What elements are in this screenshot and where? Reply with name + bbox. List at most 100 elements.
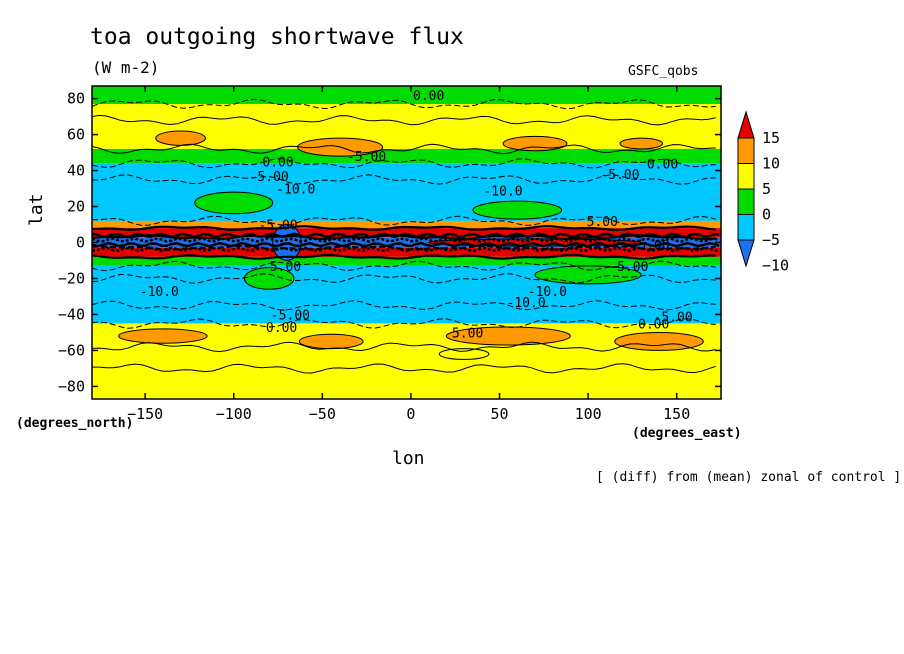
field-anomaly (614, 331, 704, 351)
colorbar-segment (737, 110, 755, 139)
contour-label: -10.0 (276, 183, 315, 198)
contour-line (92, 225, 716, 232)
contour-label: -5.00 (600, 168, 639, 183)
contour-label: 0.00 (638, 317, 669, 332)
colorbar-segment (737, 163, 755, 190)
contour-label: 0.00 (413, 89, 444, 104)
field-anomaly (619, 137, 664, 150)
contour-line (92, 273, 716, 284)
contour-line (92, 143, 716, 155)
contour-label: -5.00 (262, 260, 301, 275)
colorbar-segment (737, 188, 755, 215)
x-tick-label: −50 (309, 405, 336, 423)
chart-units: (W m-2) (92, 58, 160, 77)
contour-line (92, 158, 716, 169)
field-band (92, 247, 721, 257)
x-tick-label: 50 (490, 405, 508, 423)
y-tick-label: 60 (67, 126, 85, 144)
contour-line (92, 215, 716, 226)
y-tick-label: 80 (67, 90, 85, 108)
contour-line (92, 114, 716, 126)
contour-line (92, 363, 716, 374)
contour-line (92, 253, 716, 260)
x-axis-label: lon (392, 448, 425, 469)
field-band (92, 346, 721, 369)
field-anomaly (472, 200, 563, 220)
field-band (92, 323, 721, 347)
field-band (92, 220, 721, 229)
contour-label: -5.00 (609, 260, 648, 275)
contour-label: 0.00 (266, 321, 297, 336)
contour-line (92, 260, 716, 272)
field-band (92, 305, 721, 324)
contour-label: -10.0 (140, 285, 179, 300)
field-band (92, 179, 721, 221)
chart-title: toa outgoing shortwave flux (90, 24, 464, 50)
field-anomaly (502, 135, 568, 152)
contour-line (92, 241, 720, 248)
contour-label: -5.00 (631, 238, 670, 253)
x-tick-label: −100 (216, 405, 252, 423)
contour-label: -5.00 (347, 150, 386, 165)
field-band (92, 103, 721, 121)
colorbar-label: −10 (762, 257, 789, 275)
y-tick-label: 20 (67, 198, 85, 216)
y-tick-label: −40 (58, 305, 85, 323)
field-band (92, 86, 721, 104)
contour-label: -5.00 (654, 310, 693, 325)
y-tick-label: 0 (76, 234, 85, 252)
colorbar-segment (737, 239, 755, 268)
field-anomaly (534, 265, 642, 285)
contour-line (92, 174, 716, 185)
contour-line (92, 318, 716, 329)
x-tick-label: −150 (127, 405, 163, 423)
colorbar-segment (737, 137, 755, 164)
contour-label: -10.0 (507, 296, 546, 311)
contour-line (92, 300, 716, 311)
y-tick-label: −60 (58, 341, 85, 359)
contour-label: 5.00 (452, 326, 483, 341)
contour-labels: 0.00-5.000.00-5.00-10.00.00-5.00-10.05.0… (140, 89, 693, 341)
field-anomaly (118, 328, 208, 344)
colorbar-label: 10 (762, 155, 780, 173)
difference-note: [ (diff) from (mean) zonal of control ] (596, 470, 902, 485)
contour-line (92, 237, 720, 243)
colorbar-label: 5 (762, 180, 771, 198)
field-anomaly (155, 130, 206, 146)
contour-line (92, 232, 720, 239)
colorbar-label: 0 (762, 206, 771, 224)
colorbar-segment (737, 214, 755, 241)
contour-label: -5.00 (271, 308, 310, 323)
y-tick-label: −20 (58, 269, 85, 287)
colorbar: 15 10 5 0 −5 −10 (737, 110, 789, 275)
contour-label: -5.00 (258, 219, 297, 234)
colorbar-label: 15 (762, 129, 780, 147)
contour-label: 0.00 (262, 156, 293, 171)
field-band (92, 163, 721, 180)
y-tick-label: −80 (58, 377, 85, 395)
contour-label: -10.0 (483, 184, 522, 199)
contour-line (92, 246, 720, 253)
field-anomaly (438, 348, 490, 360)
x-tick-label: 0 (406, 405, 415, 423)
field-band (92, 256, 721, 266)
field-anomaly (243, 267, 295, 290)
colorbar-label: −5 (762, 231, 780, 249)
axes: −150 −100 −50 0 50 100 150 −80 −60 −40 −20 0 20 40 60 8… (58, 86, 721, 423)
field-band (92, 278, 721, 306)
x-tick-label: 100 (575, 405, 602, 423)
contour-lines (92, 98, 720, 374)
contour-label: 0.00 (647, 157, 678, 172)
field-band (92, 148, 721, 164)
field-band (92, 228, 721, 238)
contour-line (92, 98, 716, 110)
x-tick-label: 150 (663, 405, 690, 423)
flux-field (92, 86, 721, 399)
dataset-source: GSFC_qobs (628, 64, 699, 79)
contour-label: -5.00 (250, 170, 289, 185)
contour-line (92, 234, 716, 241)
field-band (92, 237, 721, 248)
contour-label: -10.0 (528, 285, 567, 300)
x-axis-units: (degrees_east) (632, 426, 742, 441)
